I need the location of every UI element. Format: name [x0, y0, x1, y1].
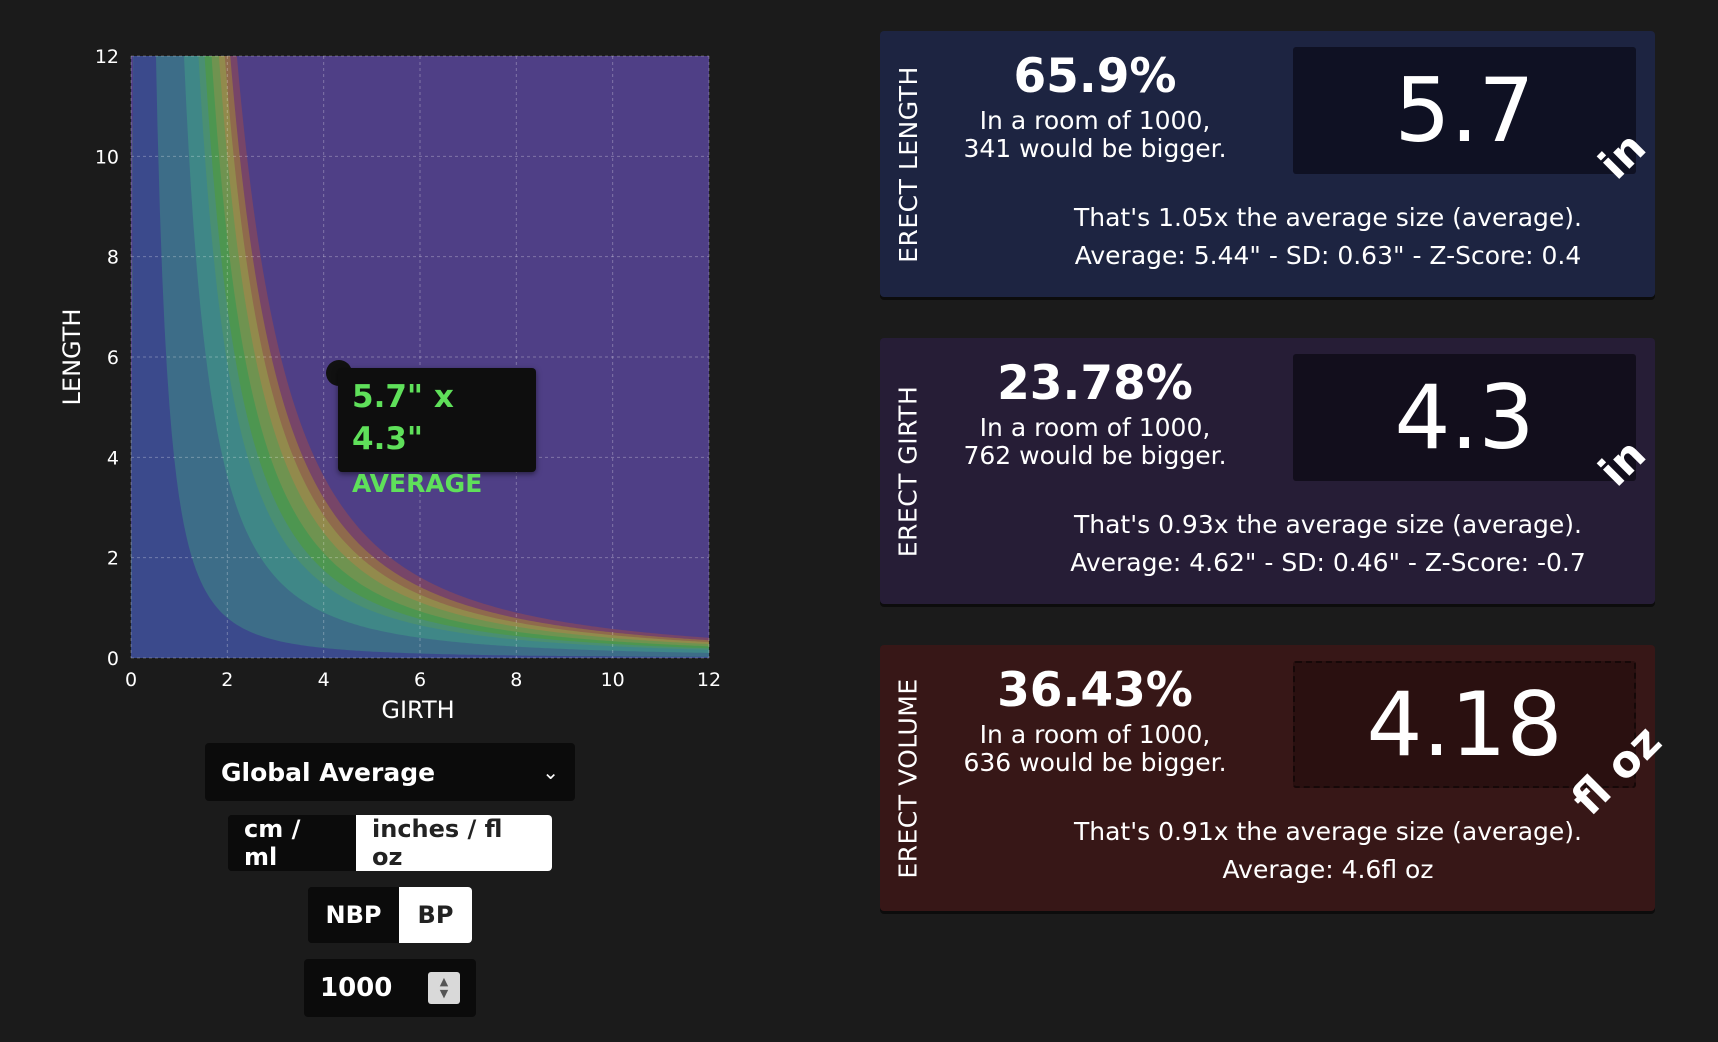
distribution-band-1 — [131, 56, 709, 658]
card-title: ERECT GIRTH — [893, 385, 923, 557]
ratio-text: That's 0.91x the average size (average). — [1074, 817, 1582, 846]
x-tick-label: 6 — [414, 669, 426, 691]
room-line-1: In a room of 1000, — [979, 106, 1211, 135]
dataset-select-value: Global Average — [221, 757, 436, 787]
length-value: 5.7 — [1394, 58, 1535, 162]
x-tick-label: 12 — [697, 669, 721, 691]
spinner-up-icon[interactable]: ▲ — [439, 975, 449, 988]
room-text: In a room of 1000, 762 would be bigger. — [950, 414, 1240, 470]
girth-card: ERECT GIRTH 23.78% In a room of 1000, 76… — [880, 338, 1655, 604]
room-text: In a room of 1000, 636 would be bigger. — [950, 721, 1240, 777]
y-tick-label: 10 — [95, 146, 119, 168]
ratio-text: That's 0.93x the average size (average). — [1074, 510, 1582, 539]
size-chart[interactable]: 0 2 4 6 8 10 12 0 2 4 6 8 10 12 GIRTH LENGTH 5.7" x … — [0, 0, 760, 740]
value-box: 5.7 — [1293, 47, 1636, 174]
value-box: 4.3 — [1293, 354, 1636, 481]
y-tick-label: 0 — [107, 648, 119, 670]
length-card: ERECT LENGTH 65.9% In a room of 1000, 34… — [880, 31, 1655, 297]
x-tick-label: 0 — [125, 669, 137, 691]
stats-text: Average: 4.6fl oz — [1222, 855, 1434, 884]
chevron-down-icon: ⌄ — [542, 760, 559, 784]
stats-text: Average: 4.62" - SD: 0.46" - Z-Score: -0… — [1070, 548, 1586, 577]
y-tick-labels: 0 2 4 6 8 10 12 — [95, 46, 119, 670]
tooltip-category: AVERAGE — [352, 469, 483, 498]
card-side-label: ERECT VOLUME — [880, 645, 936, 911]
room-size-value[interactable]: 1000 — [320, 973, 393, 1003]
mode-option-nbp[interactable]: NBP — [308, 887, 399, 943]
x-tick-labels: 0 2 4 6 8 10 12 — [125, 669, 721, 691]
y-tick-label: 2 — [107, 548, 119, 570]
x-tick-label: 2 — [221, 669, 233, 691]
distribution-bands — [131, 56, 709, 658]
size-tooltip: 5.7" x 4.3" AVERAGE — [338, 368, 536, 498]
distribution-band-4 — [131, 56, 709, 658]
card-side-label: ERECT GIRTH — [880, 338, 936, 604]
mode-toggle[interactable]: NBP BP — [308, 887, 472, 943]
tooltip-size: 5.7" x 4.3" — [352, 379, 454, 457]
ratio-text: That's 1.05x the average size (average). — [1074, 203, 1582, 232]
y-tick-label: 4 — [107, 447, 119, 469]
stats-text: Average: 5.44" - SD: 0.63" - Z-Score: 0.… — [1074, 241, 1582, 270]
card-title: ERECT LENGTH — [893, 65, 923, 263]
y-tick-label: 6 — [107, 347, 119, 369]
room-line-2: 341 would be bigger. — [963, 134, 1227, 163]
percentile: 23.78% — [997, 356, 1193, 411]
girth-value: 4.3 — [1394, 365, 1535, 469]
y-axis-title: LENGTH — [58, 309, 86, 406]
card-side-label: ERECT LENGTH — [880, 31, 936, 297]
number-spinner[interactable]: ▲ ▼ — [428, 972, 460, 1004]
volume-card: ERECT VOLUME 36.43% In a room of 1000, 6… — [880, 645, 1672, 911]
percentile: 65.9% — [1013, 49, 1177, 104]
x-tick-label: 10 — [601, 669, 625, 691]
card-title: ERECT VOLUME — [893, 677, 923, 879]
unit-toggle[interactable]: cm / ml inches / fl oz — [228, 815, 552, 871]
x-tick-label: 8 — [510, 669, 522, 691]
room-size-input[interactable]: 1000 ▲ ▼ — [304, 959, 476, 1017]
percentile: 36.43% — [997, 663, 1193, 718]
volume-value: 4.18 — [1366, 672, 1563, 776]
dataset-select[interactable]: Global Average ⌄ — [205, 743, 575, 801]
x-tick-label: 4 — [318, 669, 330, 691]
room-line-1: In a room of 1000, — [979, 413, 1211, 442]
unit-option-metric[interactable]: cm / ml — [228, 815, 356, 871]
room-line-1: In a room of 1000, — [979, 720, 1211, 749]
y-tick-label: 12 — [95, 46, 119, 68]
chart-svg[interactable]: 0 2 4 6 8 10 12 0 2 4 6 8 10 12 GIRTH LENGTH — [0, 0, 760, 740]
y-tick-label: 8 — [107, 247, 119, 269]
room-text: In a room of 1000, 341 would be bigger. — [950, 107, 1240, 163]
room-line-2: 636 would be bigger. — [963, 748, 1227, 777]
spinner-down-icon[interactable]: ▼ — [439, 987, 449, 1000]
room-line-2: 762 would be bigger. — [963, 441, 1227, 470]
value-box: 4.18 — [1293, 661, 1636, 788]
mode-option-bp[interactable]: BP — [399, 887, 472, 943]
x-axis-title: GIRTH — [381, 696, 454, 724]
unit-option-imperial[interactable]: inches / fl oz — [356, 815, 552, 871]
